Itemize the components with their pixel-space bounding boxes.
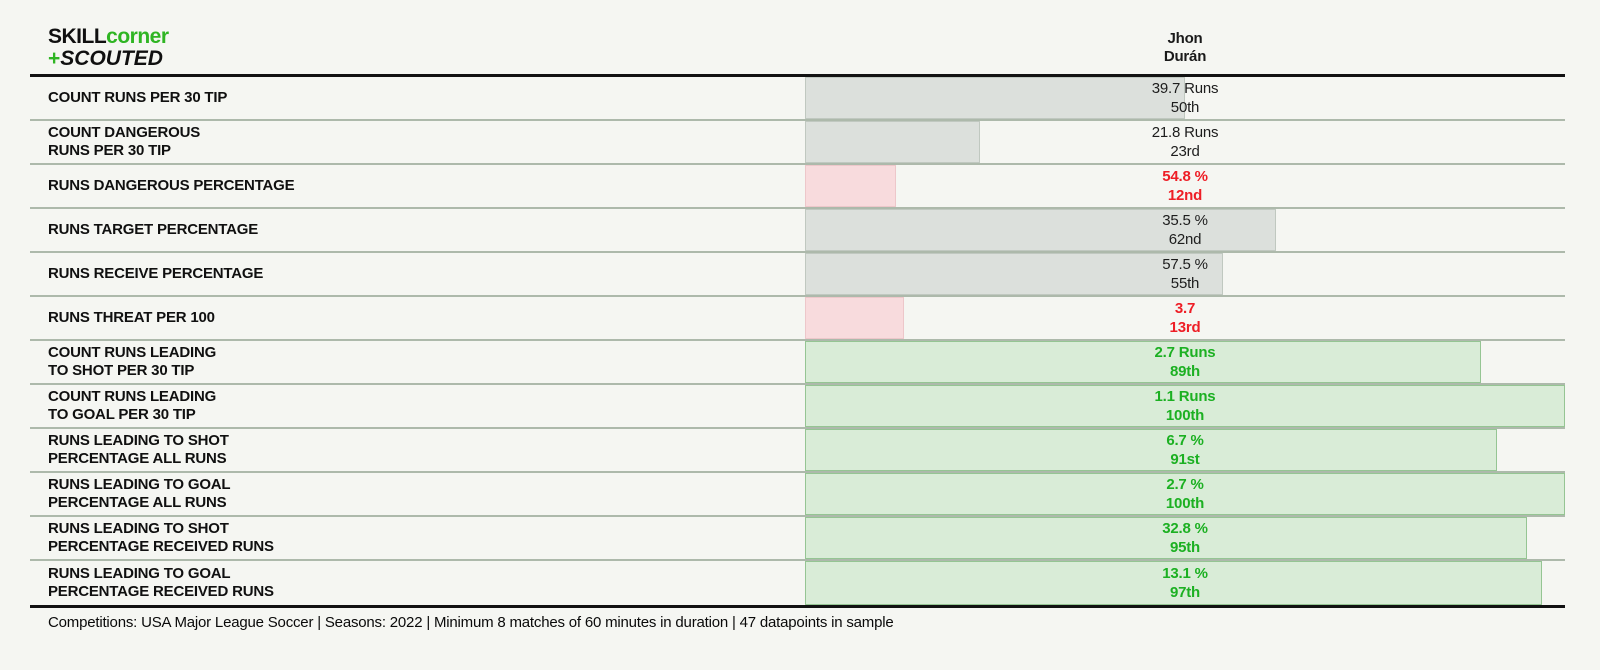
table-row: COUNT DANGEROUS RUNS PER 30 TIP 21.8 Run… [30, 121, 1565, 165]
value-block: 21.8 Runs 23rd [805, 123, 1565, 161]
metric-percentile: 100th [1165, 407, 1205, 424]
percentile-bar-track: 2.7 Runs 89th [805, 341, 1565, 383]
percentile-bar-track: 3.7 13rd [805, 297, 1565, 339]
metric-label: RUNS TARGET PERCENTAGE [48, 221, 259, 238]
percentile-bar-track: 6.7 % 91st [805, 429, 1565, 471]
skillcorner-scouted-logo: SKILLcorner +SCOUTED [48, 26, 169, 70]
metric-percentile: 89th [1169, 363, 1201, 380]
metric-percentile: 95th [1169, 539, 1201, 556]
logo-line-scouted: +SCOUTED [48, 48, 169, 70]
metric-value: 35.5 % [1162, 212, 1208, 229]
metric-percentile: 100th [1165, 495, 1205, 512]
table-row: RUNS RECEIVE PERCENTAGE 57.5 % 55th [30, 253, 1565, 297]
metric-percentile: 13rd [1169, 319, 1201, 336]
metric-label: COUNT DANGEROUS RUNS PER 30 TIP [48, 124, 201, 159]
metric-percentile: 12nd [1167, 187, 1203, 204]
percentile-bar-track: 1.1 Runs 100th [805, 385, 1565, 427]
percentile-bar-track: 57.5 % 55th [805, 253, 1565, 295]
percentile-bar-track: 21.8 Runs 23rd [805, 121, 1565, 163]
value-block: 39.7 Runs 50th [805, 79, 1565, 117]
metric-value: 21.8 Runs [1151, 124, 1219, 141]
metric-label: RUNS LEADING TO SHOT PERCENTAGE RECEIVED… [48, 520, 274, 555]
metric-value: 3.7 [1174, 300, 1196, 317]
percentile-bar [805, 165, 897, 207]
metric-label: COUNT RUNS LEADING TO SHOT PER 30 TIP [48, 344, 217, 379]
value-block: 2.7 Runs 89th [805, 343, 1565, 381]
metric-value: 13.1 % [1162, 565, 1208, 582]
player-name: Jhon Durán [1163, 30, 1207, 65]
metric-value: 6.7 % [1166, 432, 1204, 449]
percentile-bar [805, 385, 1565, 427]
logo-corner: corner [106, 25, 169, 48]
percentile-bar [805, 517, 1527, 559]
metric-label: RUNS LEADING TO GOAL PERCENTAGE RECEIVED… [48, 565, 274, 600]
value-block: 6.7 % 91st [805, 431, 1565, 469]
logo-skill: SKILL [48, 25, 107, 48]
table-row: RUNS LEADING TO GOAL PERCENTAGE ALL RUNS… [30, 473, 1565, 517]
percentile-bar [805, 297, 904, 339]
percentile-bar [805, 341, 1482, 383]
percentile-bar [805, 429, 1497, 471]
metric-percentile: 97th [1169, 584, 1201, 601]
table-row: COUNT RUNS LEADING TO SHOT PER 30 TIP 2.… [30, 341, 1565, 385]
metric-value: 32.8 % [1162, 520, 1208, 537]
percentile-bar-track: 32.8 % 95th [805, 517, 1565, 559]
sample-note: Competitions: USA Major League Soccer | … [48, 614, 894, 631]
table-row: COUNT RUNS PER 30 TIP 39.7 Runs 50th [30, 77, 1565, 121]
value-block: 57.5 % 55th [805, 255, 1565, 293]
metric-label: RUNS THREAT PER 100 [48, 309, 215, 326]
percentile-bar [805, 473, 1565, 515]
value-block: 54.8 % 12nd [805, 167, 1565, 205]
metric-value: 1.1 Runs [1154, 388, 1216, 405]
logo-scouted: SCOUTED [60, 47, 163, 70]
percentile-bar [805, 121, 980, 163]
metric-value: 2.7 Runs [1154, 344, 1216, 361]
table-row: RUNS DANGEROUS PERCENTAGE 54.8 % 12nd [30, 165, 1565, 209]
percentile-bar [805, 253, 1223, 295]
table-row: COUNT RUNS LEADING TO GOAL PER 30 TIP 1.… [30, 385, 1565, 429]
table-row: RUNS LEADING TO SHOT PERCENTAGE RECEIVED… [30, 517, 1565, 561]
header-divider [30, 74, 1565, 77]
metric-label: COUNT RUNS LEADING TO GOAL PER 30 TIP [48, 388, 217, 423]
table-row: RUNS LEADING TO SHOT PERCENTAGE ALL RUNS… [30, 429, 1565, 473]
value-block: 3.7 13rd [805, 299, 1565, 337]
metric-label: RUNS RECEIVE PERCENTAGE [48, 265, 264, 282]
metric-percentile: 23rd [1170, 143, 1200, 160]
metric-value: 57.5 % [1162, 256, 1208, 273]
percentile-table: COUNT RUNS PER 30 TIP 39.7 Runs 50th COU… [30, 77, 1565, 605]
metric-percentile: 55th [1170, 275, 1200, 292]
table-row: RUNS TARGET PERCENTAGE 35.5 % 62nd [30, 209, 1565, 253]
value-block: 32.8 % 95th [805, 519, 1565, 557]
percentile-bar-track: 54.8 % 12nd [805, 165, 1565, 207]
percentile-bar-track: 39.7 Runs 50th [805, 77, 1565, 119]
value-block: 1.1 Runs 100th [805, 387, 1565, 425]
metric-value: 54.8 % [1162, 168, 1208, 185]
percentile-bar-track: 13.1 % 97th [805, 561, 1565, 605]
metric-value: 2.7 % [1166, 476, 1204, 493]
footer-divider [30, 605, 1565, 608]
metric-label: RUNS LEADING TO GOAL PERCENTAGE ALL RUNS [48, 476, 231, 511]
percentile-bar [805, 77, 1185, 119]
metric-label: COUNT RUNS PER 30 TIP [48, 89, 228, 106]
table-row: RUNS THREAT PER 100 3.7 13rd [30, 297, 1565, 341]
metric-label: RUNS DANGEROUS PERCENTAGE [48, 177, 295, 194]
metric-label: RUNS LEADING TO SHOT PERCENTAGE ALL RUNS [48, 432, 229, 467]
value-block: 2.7 % 100th [805, 475, 1565, 513]
logo-line-skillcorner: SKILLcorner [48, 26, 169, 48]
metric-percentile: 62nd [1168, 231, 1202, 248]
percentile-bar-track: 2.7 % 100th [805, 473, 1565, 515]
table-row: RUNS LEADING TO GOAL PERCENTAGE RECEIVED… [30, 561, 1565, 605]
value-block: 13.1 % 97th [805, 564, 1565, 602]
metric-percentile: 50th [1170, 99, 1200, 116]
value-block: 35.5 % 62nd [805, 211, 1565, 249]
percentile-bar-track: 35.5 % 62nd [805, 209, 1565, 251]
metric-value: 39.7 Runs [1151, 80, 1219, 97]
percentile-bar [805, 561, 1543, 605]
percentile-bar [805, 209, 1277, 251]
logo-plus-icon: + [48, 47, 61, 70]
metric-percentile: 91st [1170, 451, 1200, 468]
